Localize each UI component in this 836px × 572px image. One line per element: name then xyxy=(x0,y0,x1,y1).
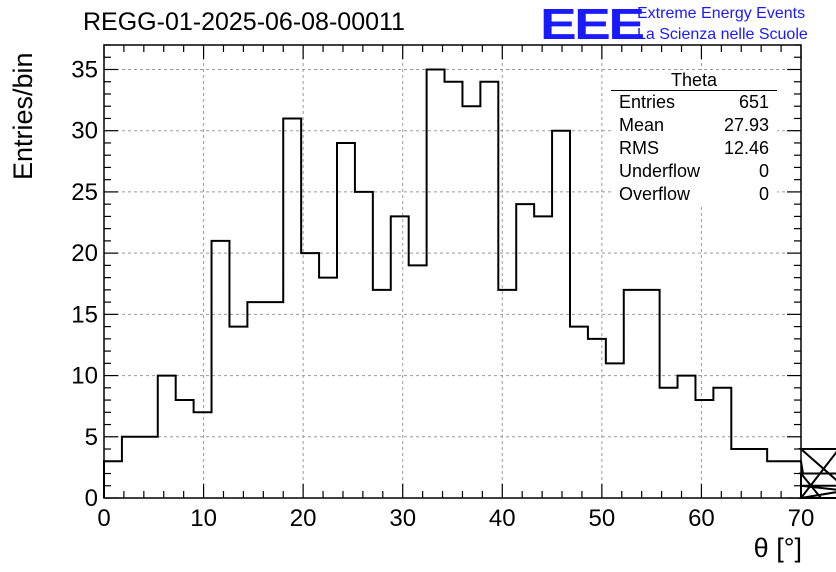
stats-row-mean: Mean 27.93 xyxy=(611,114,777,137)
x-axis-label: θ [°] xyxy=(753,533,802,563)
histogram-bin xyxy=(265,302,283,498)
stats-value: 0 xyxy=(758,161,769,181)
histogram-bin xyxy=(283,118,301,498)
plot-frame xyxy=(103,44,802,499)
stats-row-overflow: Overflow 0 xyxy=(611,183,777,206)
x-tick-label: 70 xyxy=(788,505,815,532)
stats-value: 651 xyxy=(738,92,769,112)
histogram-bin xyxy=(409,265,427,498)
stats-label: RMS xyxy=(619,138,659,158)
x-tick-label: 60 xyxy=(688,505,715,532)
stats-value: 27.93 xyxy=(723,115,769,135)
histogram-bin xyxy=(391,216,409,498)
y-tick-label: 35 xyxy=(71,56,98,83)
x-tick-label: 30 xyxy=(389,505,416,532)
histogram-bin xyxy=(373,290,391,498)
x-tick-label: 20 xyxy=(290,505,317,532)
histogram-bin xyxy=(194,412,212,498)
histogram-bin xyxy=(355,192,373,498)
stats-label: Mean xyxy=(619,115,665,135)
histogram-bin xyxy=(516,204,534,498)
histogram-bin xyxy=(212,241,230,498)
histogram-bin xyxy=(534,216,552,498)
histogram-bin xyxy=(337,143,355,498)
histogram-bin xyxy=(247,302,265,498)
histogram-bin xyxy=(642,290,660,498)
histogram-bin xyxy=(713,388,731,498)
histogram-bin xyxy=(427,69,445,498)
histogram-bin xyxy=(498,290,516,498)
histogram-bin xyxy=(624,290,642,498)
stats-value: 0 xyxy=(758,184,769,204)
stats-row-entries: Entries 651 xyxy=(611,91,777,114)
histogram-bin xyxy=(176,400,194,498)
y-tick-label: 15 xyxy=(71,301,98,328)
histogram-bin xyxy=(140,437,158,498)
stats-row-underflow: Underflow 0 xyxy=(611,160,777,183)
histogram-bin xyxy=(480,82,498,498)
histogram-bin xyxy=(462,106,480,498)
histogram-bin xyxy=(749,449,767,498)
y-tick-label: 0 xyxy=(85,485,98,512)
histogram-outline xyxy=(103,68,836,499)
x-tick-label: 0 xyxy=(97,505,110,532)
histogram-bin xyxy=(588,339,606,498)
stats-row-rms: RMS 12.46 xyxy=(611,137,777,160)
histogram-bin xyxy=(660,388,678,498)
histogram-bin xyxy=(731,449,749,498)
histogram-bin xyxy=(678,376,696,498)
x-tick-label: 50 xyxy=(589,505,616,532)
histogram-bin xyxy=(767,461,785,498)
histogram-bin xyxy=(122,437,140,498)
y-tick-label: 25 xyxy=(71,179,98,206)
eee-logo: EEE xyxy=(540,0,645,49)
y-tick-label: 10 xyxy=(71,363,98,390)
histogram-bin xyxy=(104,461,122,498)
stats-value: 12.46 xyxy=(723,138,769,158)
stats-title: Theta xyxy=(611,70,777,91)
histogram-bin xyxy=(552,131,570,498)
histogram-bin xyxy=(158,376,176,498)
y-tick-label: 30 xyxy=(71,118,98,145)
stats-box: Theta Entries 651 Mean 27.93 RMS 12.46 U… xyxy=(611,70,777,206)
x-tick-label: 10 xyxy=(190,505,217,532)
histogram-bin xyxy=(785,461,801,498)
chart-title: REGG-01-2025-06-08-00011 xyxy=(83,8,405,36)
x-tick-label: 40 xyxy=(489,505,516,532)
histogram-bin xyxy=(319,278,337,498)
logo-tagline-2: La Scienza nelle Scuole xyxy=(637,26,808,43)
logo-tagline-1: Extreme Energy Events xyxy=(637,5,806,22)
histogram-bin xyxy=(606,363,624,498)
stats-label: Overflow xyxy=(619,184,691,204)
y-axis-label: Entries/bin xyxy=(8,52,38,180)
stats-label: Underflow xyxy=(619,161,701,181)
y-tick-label: 20 xyxy=(71,240,98,267)
stats-label: Entries xyxy=(619,92,676,112)
histogram-bin xyxy=(229,327,247,498)
histogram-bin xyxy=(695,400,713,498)
histogram-bin xyxy=(301,253,319,498)
y-tick-label: 5 xyxy=(85,424,98,451)
histogram-bin xyxy=(570,327,588,498)
histogram-bin xyxy=(445,82,463,498)
